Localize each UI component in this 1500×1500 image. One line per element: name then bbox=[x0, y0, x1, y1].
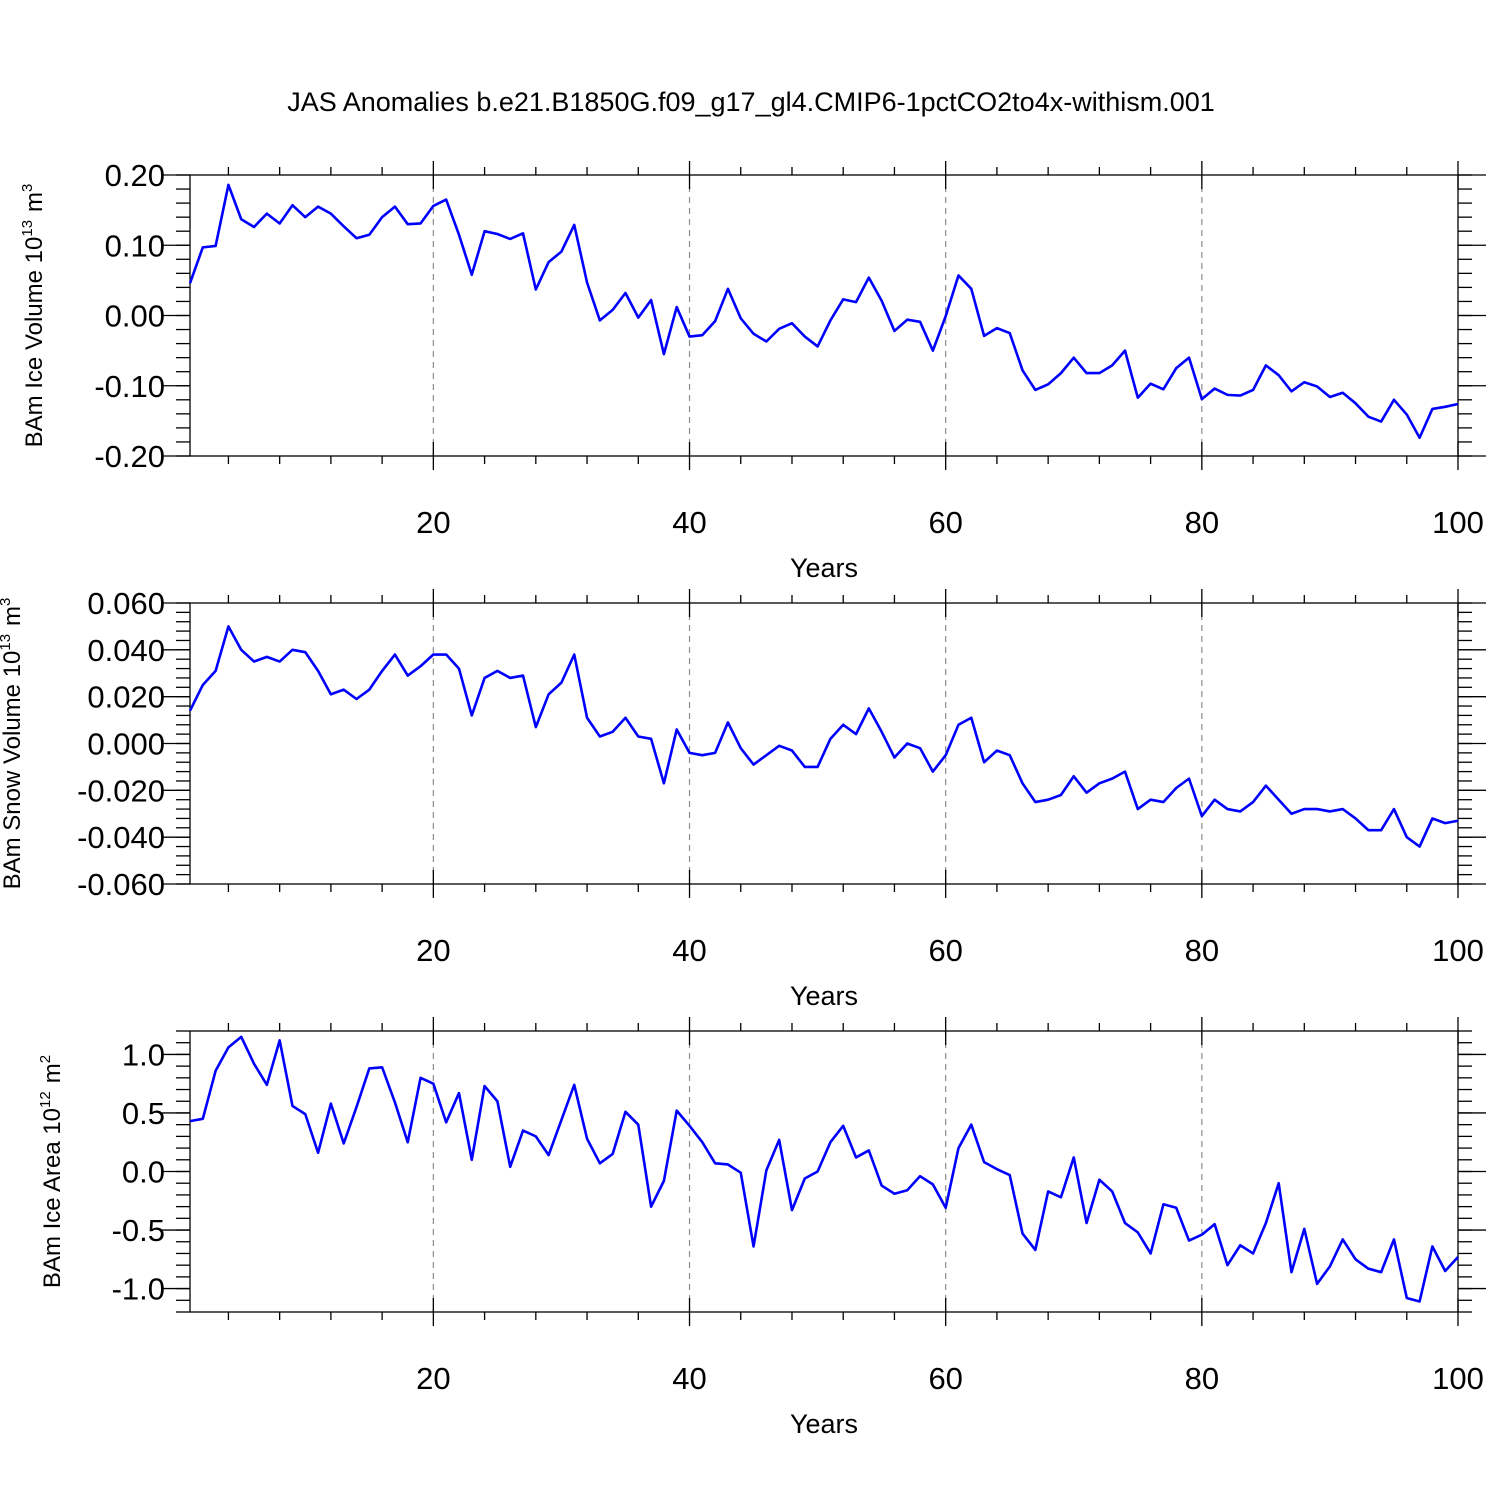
y-tick-label: -0.060 bbox=[77, 867, 165, 902]
x-tick-label: 20 bbox=[416, 933, 450, 968]
y-tick-label: -0.040 bbox=[77, 820, 165, 855]
y-axis-label: BAm Snow Volume 1013 m3 bbox=[0, 598, 26, 890]
y-tick-label: 0.10 bbox=[105, 228, 165, 263]
y-tick-label: -0.20 bbox=[94, 439, 165, 474]
y-tick-label: 0.020 bbox=[87, 680, 165, 715]
panel-2: 20 40 60 80 100 -0.060 -0.040 -0.020 0.000 0.020 0… bbox=[0, 586, 1486, 1011]
y-tick-label: 1.0 bbox=[122, 1037, 165, 1072]
x-tick-label: 40 bbox=[672, 505, 706, 540]
plot-frame bbox=[189, 1030, 1459, 1313]
y-tick-label: -0.10 bbox=[94, 369, 165, 404]
y-axis-label-ylabel-unit: m bbox=[39, 1063, 66, 1083]
plot-frame bbox=[189, 602, 1459, 885]
y-axis-label-ylabel-exp: 13 bbox=[0, 634, 14, 651]
y-tick-label: -0.5 bbox=[112, 1213, 165, 1248]
y-axis-label-ylabel-unit: m bbox=[21, 192, 48, 212]
chart-panels: 20 40 60 80 100 -0.20 -0.10 0.00 0.10 0.20 Years BA… bbox=[0, 158, 1486, 1439]
x-tick-label: 60 bbox=[928, 933, 962, 968]
y-axis-label-ylabel-unit-exp: 3 bbox=[0, 598, 14, 606]
panel-1: 20 40 60 80 100 -0.20 -0.10 0.00 0.10 0.20 Years BA… bbox=[19, 158, 1486, 583]
x-tick-label: 60 bbox=[928, 1361, 962, 1396]
y-axis-label: BAm Ice Area 1012 m2 bbox=[37, 1055, 66, 1288]
y-axis-label-ylabel-exp: 12 bbox=[37, 1091, 54, 1108]
x-tick-label: 60 bbox=[928, 505, 962, 540]
x-axis-label: Years bbox=[790, 981, 858, 1011]
panel-3: 20 40 60 80 100 -1.0 -0.5 0.0 0.5 1.0 Years BAm Ice… bbox=[37, 1017, 1486, 1439]
x-tick-label: 80 bbox=[1185, 933, 1219, 968]
y-tick-label: 0.0 bbox=[122, 1155, 165, 1190]
x-tick-label: 20 bbox=[416, 1361, 450, 1396]
y-axis-label-ylabel-main: BAm Snow Volume 10 bbox=[0, 651, 26, 890]
y-axis-label-ylabel-unit-exp: 2 bbox=[37, 1055, 54, 1063]
y-tick-label: 0.060 bbox=[87, 586, 165, 621]
y-tick-label: -1.0 bbox=[112, 1272, 165, 1307]
y-axis-label-ylabel-unit: m bbox=[0, 606, 26, 626]
x-tick-label: 100 bbox=[1432, 933, 1484, 968]
plot-frame bbox=[189, 174, 1459, 457]
x-axis-label: Years bbox=[790, 553, 858, 583]
y-tick-label: 0.20 bbox=[105, 158, 165, 193]
series-line bbox=[188, 183, 1459, 440]
x-tick-label: 80 bbox=[1185, 1361, 1219, 1396]
chart-title: JAS Anomalies b.e21.B1850G.f09_g17_gl4.C… bbox=[287, 87, 1215, 117]
y-axis-label-ylabel-exp: 13 bbox=[19, 220, 36, 237]
y-tick-label: 0.000 bbox=[87, 727, 165, 762]
series-line bbox=[188, 625, 1459, 848]
y-tick-label: 0.00 bbox=[105, 299, 165, 334]
x-tick-label: 40 bbox=[672, 933, 706, 968]
x-tick-label: 80 bbox=[1185, 505, 1219, 540]
y-tick-label: 0.040 bbox=[87, 633, 165, 668]
y-axis-label-ylabel-main: BAm Ice Volume 10 bbox=[21, 237, 48, 448]
y-axis-label-ylabel-main: BAm Ice Area 10 bbox=[39, 1108, 66, 1288]
x-axis-label: Years bbox=[790, 1409, 858, 1439]
y-axis-label-ylabel-unit-exp: 3 bbox=[19, 184, 36, 192]
series-line bbox=[189, 1035, 1459, 1303]
x-tick-label: 100 bbox=[1432, 505, 1484, 540]
x-tick-label: 40 bbox=[672, 1361, 706, 1396]
x-tick-label: 100 bbox=[1432, 1361, 1484, 1396]
y-tick-label: -0.020 bbox=[77, 773, 165, 808]
y-axis-label: BAm Ice Volume 1013 m3 bbox=[19, 184, 48, 448]
y-tick-label: 0.5 bbox=[122, 1096, 165, 1131]
x-tick-label: 20 bbox=[416, 505, 450, 540]
